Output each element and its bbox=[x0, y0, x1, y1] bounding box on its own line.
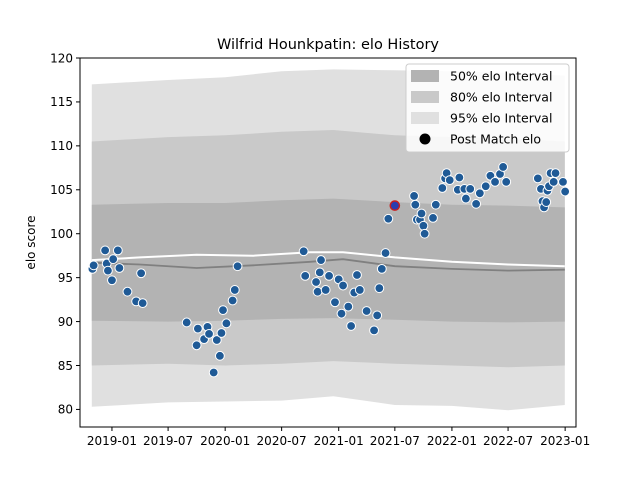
y-tick-label: 120 bbox=[50, 51, 73, 65]
data-point bbox=[429, 214, 438, 223]
data-point bbox=[219, 306, 228, 315]
data-point bbox=[561, 187, 570, 196]
data-point bbox=[313, 287, 322, 296]
data-point bbox=[228, 296, 237, 305]
y-axis-label: elo score bbox=[24, 215, 38, 269]
data-point bbox=[222, 319, 231, 328]
data-point bbox=[344, 302, 353, 311]
data-point bbox=[445, 176, 454, 185]
legend-label: 80% elo Interval bbox=[450, 90, 552, 105]
data-point bbox=[355, 286, 364, 295]
data-point bbox=[137, 269, 146, 278]
x-tick-label: 2019-07 bbox=[143, 434, 193, 448]
data-point bbox=[233, 262, 242, 271]
data-point bbox=[549, 177, 558, 186]
data-point bbox=[347, 322, 356, 331]
legend-label: Post Match elo bbox=[450, 132, 541, 147]
data-point bbox=[542, 198, 551, 207]
x-tick-label: 2021-01 bbox=[314, 434, 364, 448]
data-point bbox=[353, 271, 362, 280]
data-point bbox=[491, 177, 500, 186]
x-tick-label: 2023-01 bbox=[540, 434, 590, 448]
data-point bbox=[499, 163, 508, 172]
x-tick-label: 2021-07 bbox=[370, 434, 420, 448]
x-tick-label: 2020-07 bbox=[257, 434, 307, 448]
data-point bbox=[205, 329, 214, 338]
data-point bbox=[230, 286, 239, 295]
data-point bbox=[410, 192, 419, 201]
y-tick-label: 90 bbox=[58, 315, 73, 329]
data-point bbox=[337, 309, 346, 318]
data-point bbox=[420, 229, 429, 238]
data-point bbox=[381, 249, 390, 258]
data-point bbox=[301, 271, 310, 280]
data-point bbox=[384, 214, 393, 223]
data-point bbox=[113, 246, 122, 255]
data-point bbox=[472, 199, 481, 208]
data-point bbox=[315, 268, 324, 277]
data-point bbox=[419, 221, 428, 230]
legend-label: 50% elo Interval bbox=[450, 69, 552, 84]
data-point bbox=[502, 177, 511, 186]
legend-label: 95% elo Interval bbox=[450, 111, 552, 126]
data-point bbox=[377, 264, 386, 273]
data-point bbox=[533, 174, 542, 183]
data-point bbox=[411, 200, 420, 209]
legend-swatch bbox=[411, 70, 439, 82]
y-tick-label: 95 bbox=[58, 271, 73, 285]
data-point bbox=[215, 351, 224, 360]
data-point bbox=[559, 177, 568, 186]
data-point bbox=[312, 278, 321, 287]
legend: 50% elo Interval 80% elo Interval 95% elo … bbox=[406, 64, 569, 152]
data-point bbox=[317, 256, 326, 265]
data-point bbox=[299, 247, 308, 256]
y-tick-label: 100 bbox=[50, 227, 73, 241]
data-point bbox=[115, 264, 124, 273]
x-tick-label: 2022-07 bbox=[483, 434, 533, 448]
y-tick-label: 105 bbox=[50, 183, 73, 197]
data-point bbox=[192, 341, 201, 350]
data-point bbox=[431, 200, 440, 209]
data-point bbox=[89, 261, 98, 270]
data-point bbox=[138, 299, 147, 308]
y-tick-label: 80 bbox=[58, 403, 73, 417]
legend-swatch bbox=[411, 91, 439, 103]
data-point bbox=[331, 298, 340, 307]
data-point bbox=[466, 185, 475, 194]
data-point bbox=[182, 318, 191, 327]
data-point bbox=[104, 266, 113, 275]
data-point bbox=[321, 286, 330, 295]
y-tick-label: 115 bbox=[50, 95, 73, 109]
data-point bbox=[108, 276, 117, 285]
data-point bbox=[481, 182, 490, 191]
data-point bbox=[461, 194, 470, 203]
legend-marker bbox=[420, 134, 431, 145]
data-point bbox=[438, 184, 447, 193]
data-point bbox=[339, 281, 348, 290]
x-tick-label: 2022-01 bbox=[427, 434, 477, 448]
data-point bbox=[123, 287, 132, 296]
data-point-highlight bbox=[390, 201, 399, 210]
data-point bbox=[217, 329, 226, 338]
x-tick-label: 2019-01 bbox=[87, 434, 137, 448]
x-tick-label: 2020-01 bbox=[200, 434, 250, 448]
data-point bbox=[417, 209, 426, 218]
data-point bbox=[209, 368, 218, 377]
data-point bbox=[551, 169, 560, 178]
chart-title: Wilfrid Hounkpatin: elo History bbox=[217, 37, 439, 53]
data-point bbox=[455, 173, 464, 182]
y-tick-label: 110 bbox=[50, 139, 73, 153]
data-point bbox=[373, 311, 382, 320]
legend-swatch bbox=[411, 112, 439, 124]
data-point bbox=[101, 246, 110, 255]
data-point bbox=[325, 271, 334, 280]
y-tick-label: 85 bbox=[58, 359, 73, 373]
data-point bbox=[109, 255, 118, 264]
data-point bbox=[375, 284, 384, 293]
data-point bbox=[362, 307, 371, 316]
data-point bbox=[370, 326, 379, 335]
data-point bbox=[193, 324, 202, 333]
